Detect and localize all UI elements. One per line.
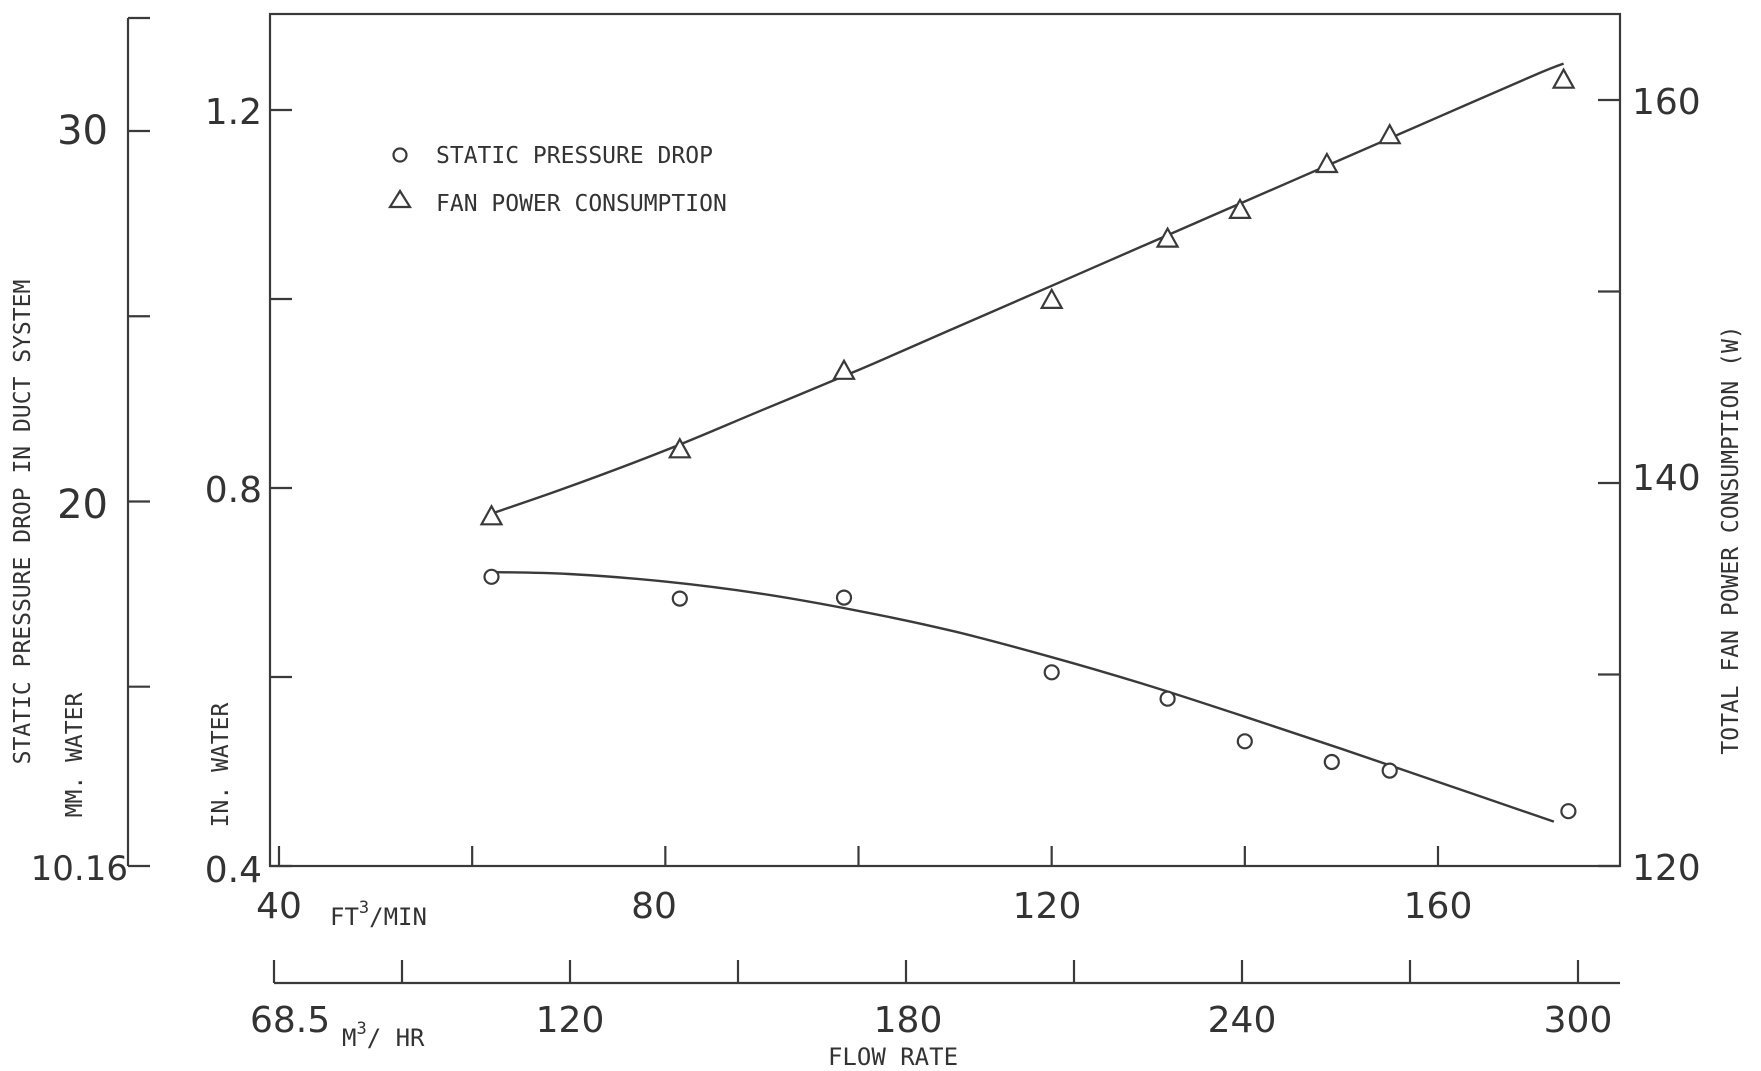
fit-curves [491, 62, 1565, 823]
x-secondary-unit-sup: 3 [356, 1019, 366, 1039]
fan-power-point [667, 437, 692, 459]
inner-left-axis-unit: IN. WATER [208, 703, 234, 828]
pressure-drop-point [1043, 664, 1060, 681]
x-secondary-tick-label: 300 [1544, 1000, 1613, 1041]
fan-power-point [1551, 67, 1576, 89]
x-secondary-unit-base: M [342, 1024, 356, 1052]
legend-label: STATIC PRESSURE DROP [436, 143, 713, 169]
legend-label: FAN POWER CONSUMPTION [436, 191, 727, 217]
x-axis-title: FLOW RATE [828, 1043, 958, 1071]
x-tick-label: 80 [631, 886, 677, 927]
plot-frame [268, 12, 1622, 868]
fan-power-point [1228, 197, 1252, 219]
legend: STATIC PRESSURE DROP FAN POWER CONSUMPTI… [388, 143, 727, 217]
x-secondary-tick-label: 68.5 [250, 1000, 330, 1041]
pressure-drop-point [1159, 690, 1176, 707]
outer-left-axis-title: STATIC PRESSURE DROP IN DUCT SYSTEM [10, 280, 36, 765]
outer-left-tick-label: 10.16 [31, 849, 128, 889]
axis-ticks [128, 16, 1620, 983]
pressure-drop-point [1560, 803, 1577, 820]
fan-power-point [832, 358, 856, 380]
outer-left-tick-label: 20 [57, 482, 108, 528]
x-secondary-tick-label: 120 [536, 1000, 605, 1041]
fan-power-point [1155, 226, 1180, 248]
outer-left-tick-label: 30 [57, 108, 108, 154]
inner-left-tick-label: 1.2 [205, 92, 262, 133]
right-tick-label: 160 [1632, 82, 1701, 123]
legend-circle-marker [392, 147, 408, 163]
outer-left-axis-unit: MM. WATER [62, 693, 88, 818]
x-secondary-tick-label: 240 [1208, 1000, 1277, 1041]
fan-power-point [479, 504, 504, 526]
x-tick-label: 120 [1013, 886, 1082, 927]
pressure-drop-point [483, 568, 500, 585]
x-secondary-tick-label: 180 [874, 1000, 943, 1041]
data-points [479, 67, 1577, 820]
pressure-drop-point [835, 589, 853, 606]
legend-triangle-marker [388, 188, 412, 209]
fan-power-fit-curve [491, 62, 1565, 515]
x-tick-label: 40 [256, 886, 302, 927]
x-primary-unit-base: FT [330, 903, 359, 931]
right-tick-label: 120 [1632, 848, 1701, 889]
x-tick-label: 160 [1404, 886, 1473, 927]
fan-power-point [1315, 151, 1339, 174]
pressure-drop-fit-curve [491, 570, 1555, 823]
x-primary-unit-sup: 3 [359, 898, 369, 918]
pressure-drop-point [1236, 733, 1253, 750]
right-axis-title: TOTAL FAN POWER CONSUMPTION (W) [1718, 325, 1744, 754]
right-tick-label: 140 [1632, 458, 1701, 499]
pressure-drop-point [1381, 762, 1398, 779]
fan-power-point [1377, 122, 1402, 145]
inner-left-tick-label: 0.8 [205, 470, 262, 511]
fan-power-point [1039, 287, 1064, 309]
x-primary-unit-suffix: /MIN [369, 903, 427, 931]
inner-left-tick-label: 0.4 [205, 850, 262, 891]
x-primary-unit: FT3/MIN [330, 898, 427, 931]
x-secondary-unit-suffix: / HR [367, 1024, 425, 1052]
pressure-drop-point [1323, 753, 1340, 771]
x-secondary-unit: M3/ HR [342, 1019, 425, 1052]
pressure-drop-point [671, 590, 688, 607]
